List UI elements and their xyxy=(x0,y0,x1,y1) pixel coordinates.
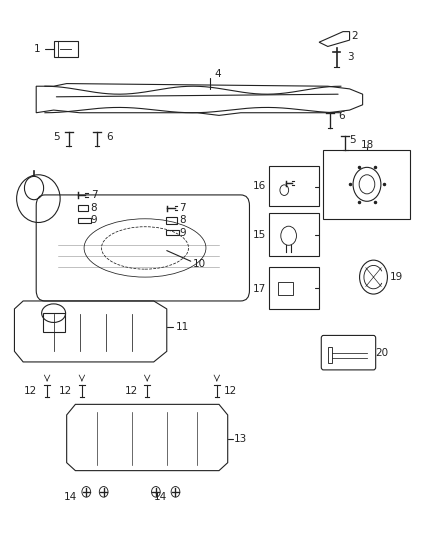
Bar xyxy=(43,313,65,332)
Text: 8: 8 xyxy=(179,215,186,225)
Bar xyxy=(78,205,88,212)
Bar xyxy=(166,230,179,235)
Bar xyxy=(269,214,319,256)
Bar xyxy=(78,218,91,223)
Text: 7: 7 xyxy=(91,190,97,200)
Bar xyxy=(166,217,177,223)
Text: 1: 1 xyxy=(34,44,41,54)
Text: 20: 20 xyxy=(376,348,389,358)
Text: 6: 6 xyxy=(106,132,113,142)
Bar xyxy=(278,282,293,295)
Text: 4: 4 xyxy=(215,69,221,79)
Text: 12: 12 xyxy=(223,386,237,396)
Text: 6: 6 xyxy=(339,111,345,122)
Text: 11: 11 xyxy=(176,322,189,333)
Text: 16: 16 xyxy=(253,181,266,191)
Text: 13: 13 xyxy=(234,434,247,444)
Text: 3: 3 xyxy=(347,52,354,62)
Bar xyxy=(328,347,332,363)
Text: 7: 7 xyxy=(179,203,186,213)
Text: 2: 2 xyxy=(352,31,358,41)
Text: 18: 18 xyxy=(360,140,374,150)
Bar xyxy=(269,266,319,309)
Text: 14: 14 xyxy=(154,492,167,502)
Text: 12: 12 xyxy=(59,386,72,396)
Text: 5: 5 xyxy=(350,135,356,146)
Text: 9: 9 xyxy=(91,215,97,225)
Text: 10: 10 xyxy=(193,259,206,269)
Text: 9: 9 xyxy=(179,228,186,238)
Text: 12: 12 xyxy=(125,386,138,396)
Text: 12: 12 xyxy=(24,386,38,396)
Text: 19: 19 xyxy=(390,272,403,282)
Text: 5: 5 xyxy=(53,132,60,142)
Text: 15: 15 xyxy=(253,230,266,240)
Text: 17: 17 xyxy=(253,284,266,294)
Bar xyxy=(323,150,410,219)
Text: 14: 14 xyxy=(64,492,78,502)
Text: 8: 8 xyxy=(91,203,97,213)
Bar xyxy=(269,166,319,206)
